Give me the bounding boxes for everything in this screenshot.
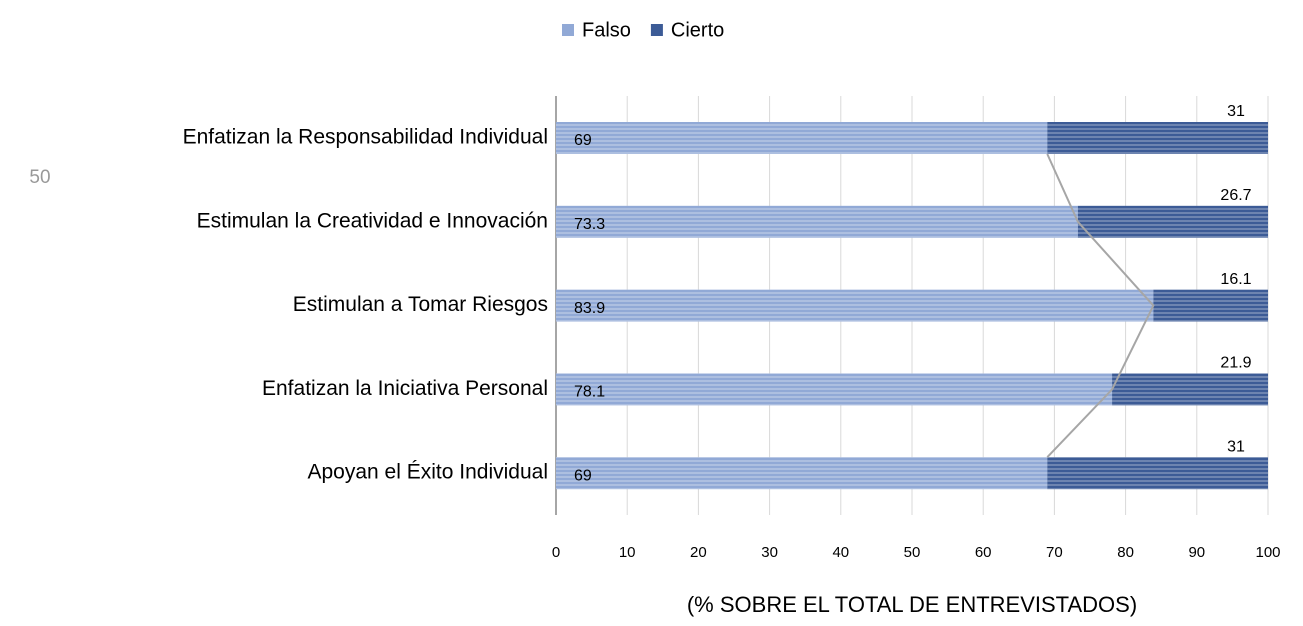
x-tick-label: 100 (1255, 544, 1280, 561)
value-label: 21.9 (1220, 355, 1251, 372)
y-tick-label: Estimulan a Tomar Riesgos (293, 293, 548, 316)
bar-stripes (1047, 457, 1268, 490)
y-tick-label: Apoyan el Éxito Individual (308, 461, 549, 484)
x-tick-label: 60 (975, 544, 992, 561)
x-tick-label: 50 (904, 544, 921, 561)
bar-stripes (1047, 122, 1268, 154)
value-label: 16.1 (1220, 271, 1251, 288)
y-tick-label: Estimulan la Creatividad e Innovación (197, 209, 548, 232)
value-label: 69 (574, 132, 592, 149)
bar-stripes (556, 205, 1078, 238)
x-axis-label: (% SOBRE EL TOTAL DE ENTREVISTADOS) (687, 592, 1137, 617)
value-label: 78.1 (574, 384, 605, 401)
bar-stripes (1077, 205, 1268, 238)
x-tick-label: 90 (1188, 544, 1205, 561)
series-line (1046, 153, 1155, 458)
bar-stripes (556, 457, 1048, 490)
page-number: 50 (29, 167, 50, 188)
bar-stripes (1153, 289, 1268, 322)
legend-label: Falso (582, 19, 631, 41)
bar-stripes (1112, 373, 1268, 406)
y-tick-label: Enfatizan la Responsabilidad Individual (183, 126, 548, 149)
x-tick-label: 70 (1046, 544, 1063, 561)
x-tick-label: 40 (832, 544, 849, 561)
bar-stripes (556, 122, 1048, 154)
x-tick-label: 20 (690, 544, 707, 561)
x-tick-label: 0 (552, 544, 560, 561)
bar-stripes (556, 373, 1113, 406)
value-label: 83.9 (574, 300, 605, 317)
y-tick-label: Enfatizan la Iniciativa Personal (262, 377, 548, 400)
value-label: 73.3 (574, 216, 605, 233)
value-label: 69 (574, 467, 592, 484)
x-tick-label: 30 (761, 544, 778, 561)
legend-swatch (562, 24, 574, 36)
legend-swatch (650, 24, 663, 36)
value-label: 31 (1227, 103, 1245, 120)
value-label: 26.7 (1220, 187, 1251, 204)
legend-label: Cierto (671, 19, 724, 41)
x-tick-label: 10 (619, 544, 636, 561)
x-tick-label: 80 (1117, 544, 1134, 561)
bar-stripes (556, 289, 1154, 322)
value-label: 31 (1227, 438, 1245, 455)
